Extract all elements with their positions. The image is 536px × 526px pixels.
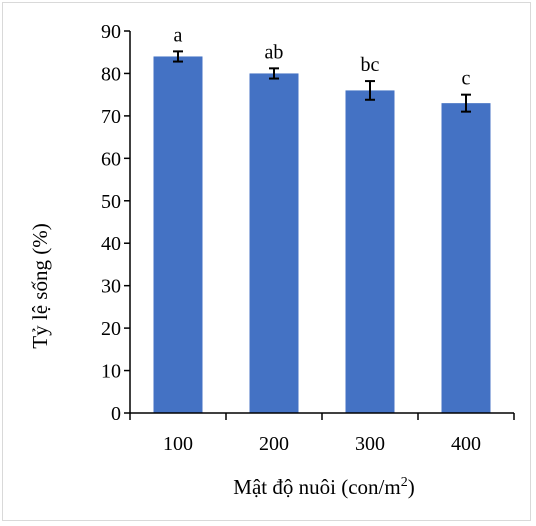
- y-tick-label: 50: [101, 191, 121, 213]
- y-tick-label: 40: [101, 233, 121, 255]
- x-tick-label: 200: [259, 433, 289, 455]
- y-tick-label: 70: [101, 106, 121, 128]
- x-tick-label: 100: [163, 433, 193, 455]
- significance-label-100: a: [174, 24, 183, 46]
- x-axis-title-suffix: ): [408, 475, 415, 499]
- y-tick-label: 0: [111, 403, 121, 425]
- bar-400: [441, 103, 491, 414]
- y-tick-label: 30: [101, 276, 121, 298]
- significance-label-400: c: [462, 68, 471, 90]
- y-tick-label: 20: [101, 318, 121, 340]
- x-tick-label: 400: [451, 433, 481, 455]
- y-tick-label: 90: [101, 21, 121, 43]
- bar-100: [153, 56, 203, 413]
- x-axis-ticks: 100 200 300 400: [129, 413, 515, 455]
- y-tick-label: 60: [101, 148, 121, 170]
- x-axis-title-main: Mật độ nuôi (con/m: [233, 475, 400, 499]
- bar-200: [249, 73, 299, 413]
- bars: [153, 56, 491, 414]
- x-tick-label: 300: [355, 433, 385, 455]
- x-axis-title: Mật độ nuôi (con/m2): [233, 475, 414, 499]
- y-tick-label: 80: [101, 63, 121, 85]
- y-axis-ticks: 0 10 20 30 40 50 60 70 80 90: [101, 21, 130, 425]
- x-axis-title-superscript: 2: [401, 475, 408, 490]
- significance-label-300: bc: [361, 54, 380, 76]
- significance-label-200: ab: [265, 41, 284, 63]
- error-bars: [173, 50, 471, 113]
- y-tick-label: 10: [101, 361, 121, 383]
- significance-labels: a ab bc c: [174, 24, 471, 89]
- bar-300: [345, 90, 395, 413]
- y-axis-title: Tỷ lệ sống (%): [28, 223, 52, 348]
